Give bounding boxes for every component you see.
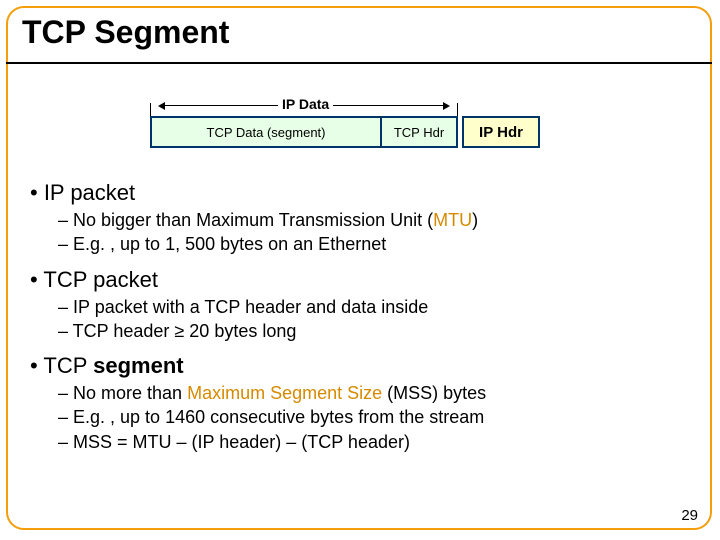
box-tcp-hdr: TCP Hdr (380, 116, 458, 148)
accent-mss: Maximum Segment Size (187, 383, 382, 403)
box-ip-hdr: IP Hdr (462, 116, 540, 148)
text: – No bigger than Maximum Transmission Un… (58, 210, 433, 230)
ip-data-span-label: IP Data (278, 96, 333, 112)
slide-body: • IP packet – No bigger than Maximum Tra… (30, 170, 690, 454)
title-underline (6, 62, 712, 64)
text: ) (472, 210, 478, 230)
bullet-tcp-packet-sub2: – TCP header ≥ 20 bytes long (58, 319, 690, 343)
packet-row: TCP Data (segment) TCP Hdr IP Hdr (150, 116, 540, 148)
box-tcp-data: TCP Data (segment) (150, 116, 380, 148)
bullet-ip-packet: • IP packet (30, 180, 690, 206)
bullet-ip-packet-sub2: – E.g. , up to 1, 500 bytes on an Ethern… (58, 232, 690, 256)
bullet-tcp-segment-sub3: – MSS = MTU – (IP header) – (TCP header) (58, 430, 690, 454)
page-number: 29 (681, 507, 698, 524)
text: – No more than (58, 383, 187, 403)
segment-bold: segment (93, 353, 183, 378)
bullet-tcp-segment-sub2: – E.g. , up to 1460 consecutive bytes fr… (58, 405, 690, 429)
packet-diagram: IP Data TCP Data (segment) TCP Hdr IP Hd… (150, 96, 586, 154)
accent-mtu: MTU (433, 210, 472, 230)
bullet-tcp-packet-sub1: – IP packet with a TCP header and data i… (58, 295, 690, 319)
text: (MSS) bytes (382, 383, 486, 403)
bullet-tcp-segment: • TCP segment (30, 353, 690, 379)
text: • TCP (30, 353, 93, 378)
bullet-ip-packet-sub1: – No bigger than Maximum Transmission Un… (58, 208, 690, 232)
bullet-tcp-segment-sub1: – No more than Maximum Segment Size (MSS… (58, 381, 690, 405)
bullet-tcp-packet: • TCP packet (30, 267, 690, 293)
slide-title: TCP Segment (22, 14, 229, 51)
